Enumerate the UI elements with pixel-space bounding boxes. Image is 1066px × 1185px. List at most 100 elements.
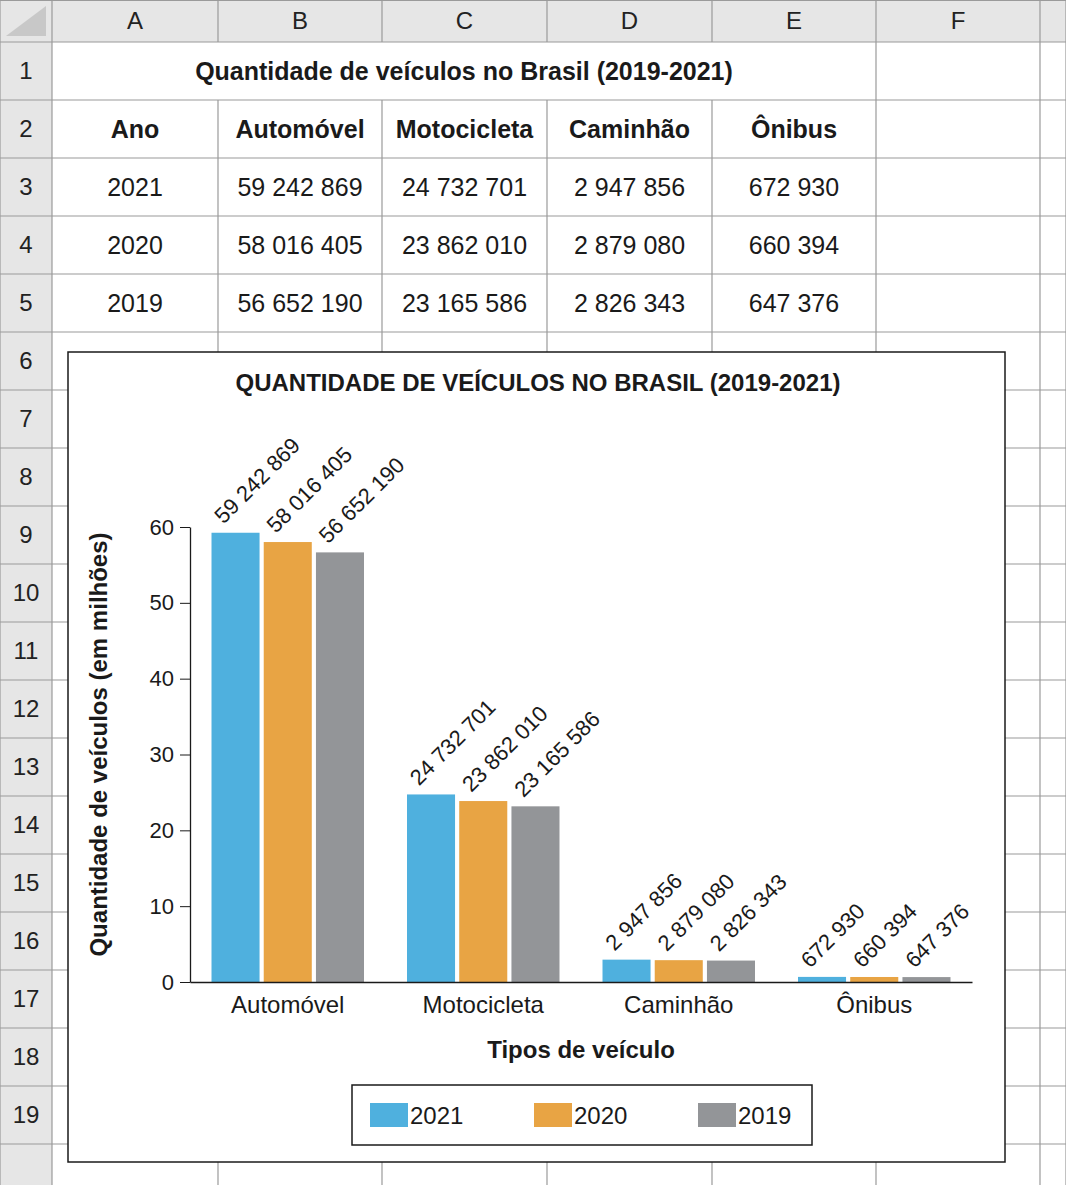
column-line: [1039, 0, 1040, 1185]
table-cell: 660 394: [749, 231, 839, 259]
y-tick: 60: [150, 515, 190, 540]
y-tick-label: 20: [150, 818, 174, 843]
row-header: 1: [19, 57, 32, 84]
legend: 202120202019: [352, 1085, 812, 1145]
row-line: [0, 41, 1066, 42]
row-header-bar: [0, 0, 52, 1185]
y-tick-mark: [180, 603, 190, 604]
y-tick: 40: [150, 666, 190, 691]
legend-frame: [352, 1085, 812, 1145]
x-axis: Automóvel Motocicleta Caminhão Ônibus: [191, 982, 973, 1018]
x-tick-label: Ônibus: [836, 991, 912, 1018]
bar: [212, 533, 260, 982]
row-header: 7: [19, 405, 32, 432]
table-cell: 647 376: [749, 289, 839, 317]
bar: [316, 552, 364, 982]
row-header: 18: [13, 1043, 40, 1070]
column-line: [381, 0, 382, 42]
legend-swatch: [534, 1103, 572, 1127]
y-tick-mark: [180, 906, 190, 907]
y-tick-mark: [180, 982, 190, 983]
y-axis-line: [190, 528, 191, 983]
bar: [850, 977, 898, 982]
table-cell: 2021: [107, 173, 163, 201]
bar: [603, 960, 651, 982]
legend-swatch: [698, 1103, 736, 1127]
row-line: [0, 273, 1066, 274]
x-tick-label: Caminhão: [624, 991, 733, 1018]
column-header: A: [127, 7, 143, 34]
column-header: D: [621, 7, 638, 34]
table-header: Ano: [111, 115, 160, 143]
x-tick: Ônibus: [836, 982, 912, 1018]
x-tick-label: Automóvel: [231, 991, 344, 1018]
x-axis-line: [191, 982, 973, 983]
legend-label: 2021: [410, 1102, 463, 1129]
data-labels: 59 242 86924 732 7012 947 856672 93058 0…: [209, 433, 974, 973]
table-cell: 2 947 856: [574, 173, 685, 201]
chart-title: QUANTIDADE DE VEÍCULOS NO BRASIL (2019-2…: [235, 369, 840, 396]
bar: [264, 542, 312, 982]
y-tick-mark: [180, 830, 190, 831]
column-header: F: [951, 7, 966, 34]
y-tick-mark: [180, 527, 190, 528]
column-line: [1065, 0, 1066, 1185]
table-cell: 23 165 586: [402, 289, 527, 317]
row-line: [0, 157, 1066, 158]
y-tick-label: 10: [150, 894, 174, 919]
y-tick: 10: [150, 894, 190, 919]
table-header: Automóvel: [235, 115, 364, 143]
legend-swatch: [370, 1103, 408, 1127]
table-cell: 672 930: [749, 173, 839, 201]
bars: [212, 533, 951, 982]
table-cell: 58 016 405: [237, 231, 362, 259]
data-label: 56 652 190: [314, 452, 410, 548]
table-header: Motocicleta: [396, 115, 535, 143]
row-header: 12: [13, 695, 40, 722]
y-tick: 50: [150, 590, 190, 615]
row-header: 4: [19, 231, 32, 258]
x-tick: Motocicleta: [423, 982, 545, 1018]
bar: [511, 806, 559, 982]
row-header: 17: [13, 985, 40, 1012]
row-header: 13: [13, 753, 40, 780]
bar: [655, 960, 703, 982]
row-header: 19: [13, 1101, 40, 1128]
y-tick: 30: [150, 742, 190, 767]
bar: [459, 801, 507, 982]
row-header: 16: [13, 927, 40, 954]
column-header: E: [786, 7, 802, 34]
y-tick-label: 0: [162, 970, 174, 995]
page: ABCDEF12345678910111213141516171819Quant…: [0, 0, 1066, 1185]
column-line: [0, 0, 1, 1185]
row-header: 10: [13, 579, 40, 606]
row-line: [0, 99, 1066, 100]
column-line: [711, 0, 712, 42]
row-header: 3: [19, 173, 32, 200]
column-header: B: [292, 7, 308, 34]
x-tick-label: Motocicleta: [423, 991, 545, 1018]
table-header: Caminhão: [569, 115, 690, 143]
bar: [798, 977, 846, 982]
bar: [902, 977, 950, 982]
row-header: 14: [13, 811, 40, 838]
y-tick: 0: [162, 970, 190, 995]
row-header: 9: [19, 521, 32, 548]
row-header: 5: [19, 289, 32, 316]
legend-label: 2019: [738, 1102, 791, 1129]
data-label: 23 165 586: [509, 706, 605, 802]
y-axis-title: Quantidade de veículos (em milhões): [85, 532, 112, 956]
table-cell: 2020: [107, 231, 163, 259]
y-axis: 0 10 20 30 40 50 60: [150, 515, 191, 995]
table-cell: 2 826 343: [574, 289, 685, 317]
column-header: C: [456, 7, 473, 34]
row-line: [0, 0, 1066, 1]
y-tick-mark: [180, 755, 190, 756]
column-line: [217, 0, 218, 42]
sheet-title: Quantidade de veículos no Brasil (2019-2…: [195, 57, 733, 85]
row-header: 2: [19, 115, 32, 142]
table-cell: 2 879 080: [574, 231, 685, 259]
row-header: 11: [14, 637, 39, 664]
column-header-bar: [0, 0, 1066, 42]
table-cell: 23 862 010: [402, 231, 527, 259]
